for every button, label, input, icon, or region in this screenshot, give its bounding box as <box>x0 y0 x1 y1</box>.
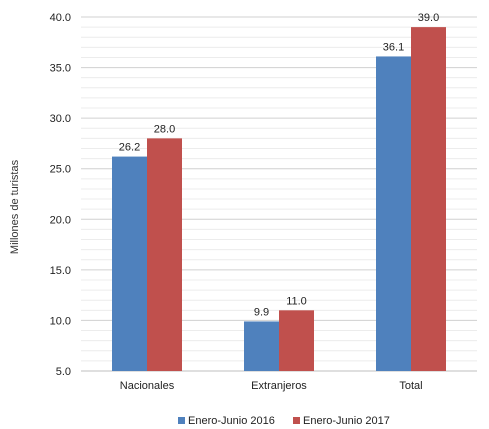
y-axis-label: Millones de turistas <box>9 159 21 254</box>
y-tick-label: 10.0 <box>50 315 71 327</box>
y-tick-label: 5.0 <box>56 366 71 378</box>
data-label: 9.9 <box>254 306 269 318</box>
bar <box>147 138 182 371</box>
data-label: 28.0 <box>154 123 175 135</box>
data-label: 11.0 <box>286 295 307 307</box>
y-tick-label: 25.0 <box>50 164 71 176</box>
bar <box>376 56 411 372</box>
data-labels: 26.2 28.0 9.9 11.0 36.1 39.0 <box>119 12 439 318</box>
data-label: 39.0 <box>418 12 439 24</box>
legend-swatch <box>178 417 185 424</box>
bar <box>411 27 446 371</box>
legend-swatch <box>293 417 300 424</box>
bar <box>244 321 279 371</box>
legend-label: Enero-Junio 2017 <box>303 415 390 427</box>
data-label: 36.1 <box>383 41 404 53</box>
y-tick-labels: 5.0 10.0 15.0 20.0 25.0 30.0 35.0 40.0 <box>50 12 71 378</box>
bar <box>112 156 147 371</box>
y-tick-label: 35.0 <box>50 63 71 75</box>
bar <box>279 310 314 371</box>
legend: Enero-Junio 2016 Enero-Junio 2017 <box>178 415 390 427</box>
x-tick-label: Nacionales <box>120 380 175 392</box>
legend-label: Enero-Junio 2016 <box>188 415 275 427</box>
data-label: 26.2 <box>119 142 140 154</box>
y-tick-label: 15.0 <box>50 265 71 277</box>
y-tick-label: 40.0 <box>50 12 71 24</box>
y-tick-label: 30.0 <box>50 113 71 125</box>
x-tick-label: Total <box>399 380 422 392</box>
x-tick-label: Extranjeros <box>251 380 307 392</box>
y-tick-label: 20.0 <box>50 214 71 226</box>
x-tick-labels: Nacionales Extranjeros Total <box>120 380 423 392</box>
bars <box>112 27 446 372</box>
